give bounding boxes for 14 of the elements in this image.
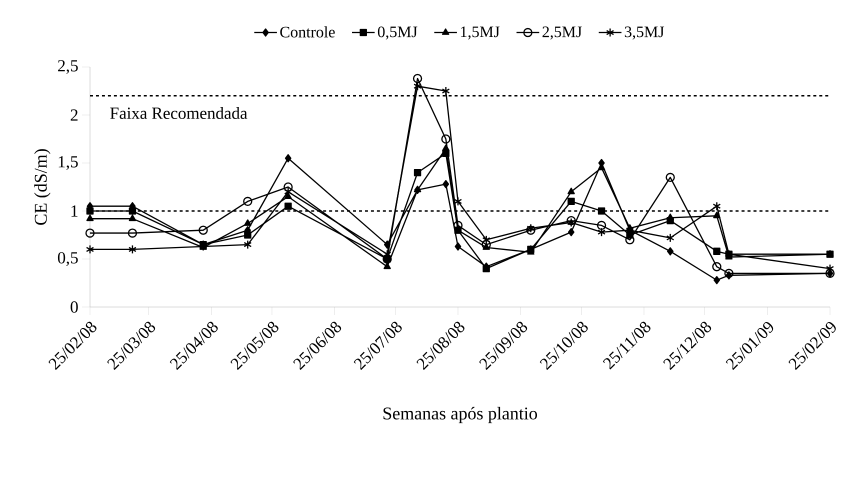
y-tick-label: 1,5 (58, 156, 78, 170)
y-axis-title: CE (dS/m) (34, 149, 50, 225)
y-tick-label: 0,5 (58, 252, 78, 266)
y-tick-label: 1 (71, 205, 78, 217)
legend-label: 0,5MJ (378, 26, 418, 40)
y-tick-label: 0 (70, 301, 78, 313)
annotation: Faixa Recomendada (110, 107, 248, 119)
legend-label: 1,5MJ (460, 26, 500, 40)
y-tick-label: 2,5 (58, 60, 78, 74)
legend-label: 3,5MJ (624, 26, 664, 40)
legend-label: 2,5MJ (542, 26, 582, 40)
legend-label: Controle (280, 26, 335, 38)
x-axis-title: Semanas após plantio (384, 406, 538, 424)
y-tick-label: 2 (70, 109, 78, 121)
